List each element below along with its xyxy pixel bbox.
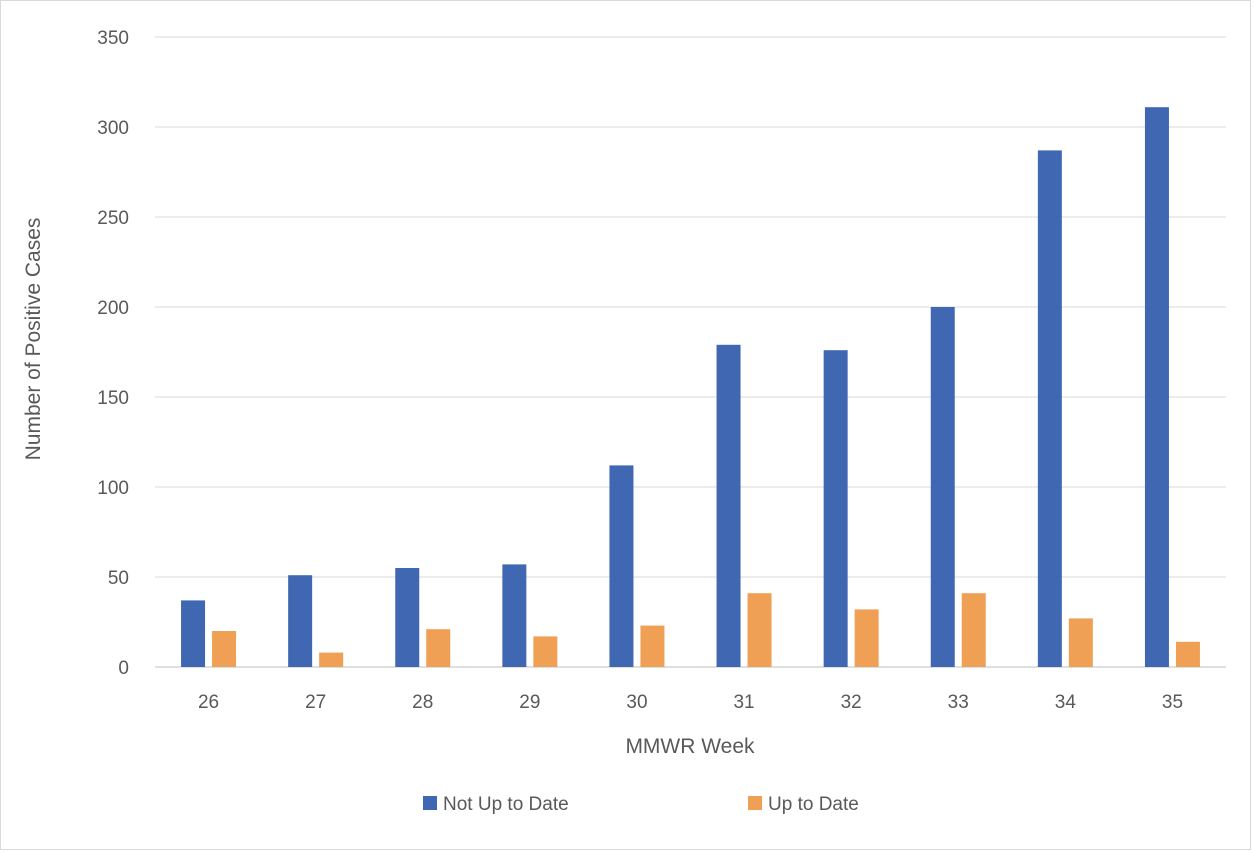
x-tick-label: 35 (1162, 692, 1183, 713)
bar-not-up-to-date (1144, 107, 1169, 667)
y-tick-label: 50 (108, 568, 129, 589)
bar-up-to-date (747, 593, 772, 667)
y-tick-label: 0 (118, 658, 129, 679)
bar-up-to-date (212, 631, 237, 667)
bar-not-up-to-date (502, 564, 527, 667)
y-tick-label: 100 (97, 478, 129, 499)
y-tick-label: 150 (97, 388, 129, 409)
bar-up-to-date (319, 652, 344, 667)
x-axis-ticks: 26 27 28 29 30 31 32 33 34 35 (198, 692, 1183, 713)
y-tick-label: 350 (97, 28, 129, 49)
bar-up-to-date (426, 629, 451, 667)
y-tick-label: 250 (97, 208, 129, 229)
x-tick-label: 31 (733, 692, 754, 713)
x-axis-title: MMWR Week (625, 735, 755, 758)
bar-up-to-date (1068, 618, 1093, 667)
bar-up-to-date (1175, 641, 1200, 667)
gridlines (155, 36, 1226, 668)
legend-swatch (748, 796, 762, 810)
bar-not-up-to-date (716, 344, 741, 667)
x-tick-label: 26 (198, 692, 219, 713)
x-tick-label: 27 (305, 692, 326, 713)
legend-label: Not Up to Date (443, 794, 569, 815)
x-tick-label: 29 (519, 692, 540, 713)
bar-not-up-to-date (823, 350, 848, 667)
x-tick-label: 30 (626, 692, 647, 713)
bar-up-to-date (854, 609, 879, 667)
legend-swatch (423, 796, 437, 810)
legend-label: Up to Date (768, 794, 859, 815)
bar-not-up-to-date (288, 575, 313, 667)
x-tick-label: 34 (1055, 692, 1077, 713)
bar-not-up-to-date (1037, 150, 1062, 667)
y-tick-label: 300 (97, 118, 129, 139)
bar-up-to-date (533, 636, 558, 667)
legend: Not Up to Date Up to Date (423, 794, 859, 815)
bars (181, 107, 1200, 667)
bar-not-up-to-date (609, 465, 634, 667)
y-tick-label: 200 (97, 298, 129, 319)
y-axis-title: Number of Positive Cases (22, 218, 45, 461)
bar-up-to-date (640, 625, 665, 667)
x-tick-label: 32 (841, 692, 862, 713)
x-tick-label: 28 (412, 692, 433, 713)
bar-not-up-to-date (395, 568, 420, 667)
x-tick-label: 33 (948, 692, 969, 713)
bar-up-to-date (961, 593, 986, 667)
bar-not-up-to-date (181, 600, 206, 667)
y-axis-ticks: 0 50 100 150 200 250 300 350 (97, 28, 129, 679)
bar-not-up-to-date (930, 307, 955, 667)
